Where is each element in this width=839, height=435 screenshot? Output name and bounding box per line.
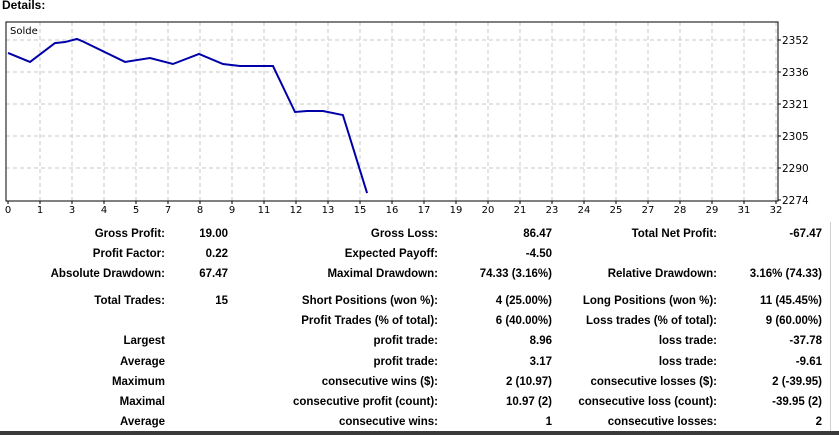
stat-value: 10.97 (2) bbox=[505, 396, 552, 408]
x-tick-label: 8 bbox=[197, 205, 203, 216]
stat-value: 19.00 bbox=[199, 228, 228, 240]
x-tick-label: 32 bbox=[770, 205, 783, 216]
x-tick-label: 3 bbox=[69, 205, 75, 216]
y-tick-label: 2321 bbox=[782, 99, 809, 111]
y-tick-label: 2305 bbox=[782, 131, 809, 143]
stat-label: Relative Drawdown: bbox=[607, 268, 717, 280]
y-tick-label: 2352 bbox=[782, 35, 809, 47]
x-tick-label: 21 bbox=[514, 205, 527, 216]
stat-label: consecutive losses ($): bbox=[590, 376, 717, 388]
stat-value: 86.47 bbox=[523, 228, 552, 240]
x-tick-label: 12 bbox=[290, 205, 303, 216]
x-tick-label: 29 bbox=[706, 205, 719, 216]
stat-value: 67.47 bbox=[199, 268, 228, 280]
x-tick-label: 1 bbox=[37, 205, 43, 216]
stat-label: Gross Loss: bbox=[370, 228, 438, 240]
stat-value: 4 (25.00%) bbox=[495, 295, 552, 307]
stat-value: 74.33 (3.16%) bbox=[479, 268, 552, 280]
x-tick-label: 4 bbox=[101, 205, 107, 216]
divider bbox=[830, 222, 831, 431]
stat-value: 2 bbox=[815, 416, 822, 428]
stat-label: loss trade: bbox=[658, 335, 717, 347]
stat-value: 6 (40.00%) bbox=[495, 315, 552, 327]
x-tick-label: 31 bbox=[738, 205, 751, 216]
x-tick-label: 25 bbox=[610, 205, 623, 216]
stat-value: 9 (60.00%) bbox=[765, 315, 822, 327]
stat-label: consecutive wins ($): bbox=[321, 376, 438, 388]
x-tick-label: 19 bbox=[450, 205, 463, 216]
stat-label: Maximum bbox=[111, 376, 165, 388]
x-tick-label: 13 bbox=[322, 205, 335, 216]
stat-label: profit trade: bbox=[373, 335, 438, 347]
bottom-bar bbox=[0, 431, 839, 435]
stat-value: 8.96 bbox=[529, 335, 552, 347]
x-tick-label: 23 bbox=[546, 205, 559, 216]
stat-label: Absolute Drawdown: bbox=[50, 268, 165, 280]
stat-label: Maximal bbox=[119, 396, 165, 408]
stat-value: 0.22 bbox=[205, 248, 228, 260]
x-tick-label: 7 bbox=[165, 205, 171, 216]
details-heading: Details: bbox=[2, 0, 46, 12]
y-tick-label: 2290 bbox=[782, 163, 809, 175]
stat-value: 11 (45.45%) bbox=[759, 295, 822, 307]
x-tick-label: 28 bbox=[674, 205, 687, 216]
stat-label: Profit Factor: bbox=[92, 248, 165, 260]
x-tick-label: 17 bbox=[418, 205, 431, 216]
y-tick-label: 2274 bbox=[782, 195, 809, 207]
x-tick-label: 11 bbox=[258, 205, 271, 216]
stat-label: Long Positions (won %): bbox=[582, 295, 717, 307]
balance-line bbox=[7, 37, 369, 194]
stat-label: Gross Profit: bbox=[94, 228, 165, 240]
stat-value: -39.95 (2) bbox=[772, 396, 822, 408]
stat-label: Maximal Drawdown: bbox=[327, 268, 438, 280]
x-tick-label: 0 bbox=[5, 205, 11, 216]
stat-label: Total Net Profit: bbox=[631, 228, 717, 240]
y-tick-label: 2336 bbox=[782, 67, 809, 79]
stat-label: profit trade: bbox=[373, 356, 438, 368]
stat-value: 3.16% (74.33) bbox=[749, 268, 822, 280]
stat-value: 1 bbox=[545, 416, 552, 428]
stat-label: Total Trades: bbox=[94, 295, 165, 307]
stat-label: Largest bbox=[123, 335, 165, 347]
stat-label: Average bbox=[120, 356, 165, 368]
stat-value: -4.50 bbox=[525, 248, 552, 260]
x-tick-label: 5 bbox=[133, 205, 139, 216]
stat-value: 2 (-39.95) bbox=[772, 376, 822, 388]
stat-label: Loss trades (% of total): bbox=[586, 315, 717, 327]
stat-value: -37.78 bbox=[789, 335, 822, 347]
stat-label: consecutive wins: bbox=[338, 416, 438, 428]
x-tick-label: 16 bbox=[386, 205, 399, 216]
stat-label: Expected Payoff: bbox=[344, 248, 438, 260]
stat-label: Short Positions (won %): bbox=[301, 295, 438, 307]
stat-label: consecutive losses: bbox=[607, 416, 717, 428]
stat-value: -9.61 bbox=[795, 356, 822, 368]
x-tick-label: 15 bbox=[354, 205, 367, 216]
stat-value: 3.17 bbox=[529, 356, 552, 368]
x-tick-label: 20 bbox=[482, 205, 495, 216]
stat-label: consecutive profit (count): bbox=[292, 396, 438, 408]
stat-label: loss trade: bbox=[658, 356, 717, 368]
stat-label: consecutive loss (count): bbox=[578, 396, 717, 408]
x-tick-label: 24 bbox=[578, 205, 591, 216]
stat-value: -67.47 bbox=[789, 228, 822, 240]
stat-label: Profit Trades (% of total): bbox=[301, 315, 438, 327]
chart-title: Solde bbox=[10, 26, 38, 37]
chart-frame bbox=[5, 21, 779, 202]
stat-value: 2 (10.97) bbox=[505, 376, 552, 388]
x-tick-label: 27 bbox=[642, 205, 655, 216]
x-tick-label: 9 bbox=[229, 205, 235, 216]
stat-label: Average bbox=[120, 416, 165, 428]
stat-value: 15 bbox=[215, 295, 228, 307]
